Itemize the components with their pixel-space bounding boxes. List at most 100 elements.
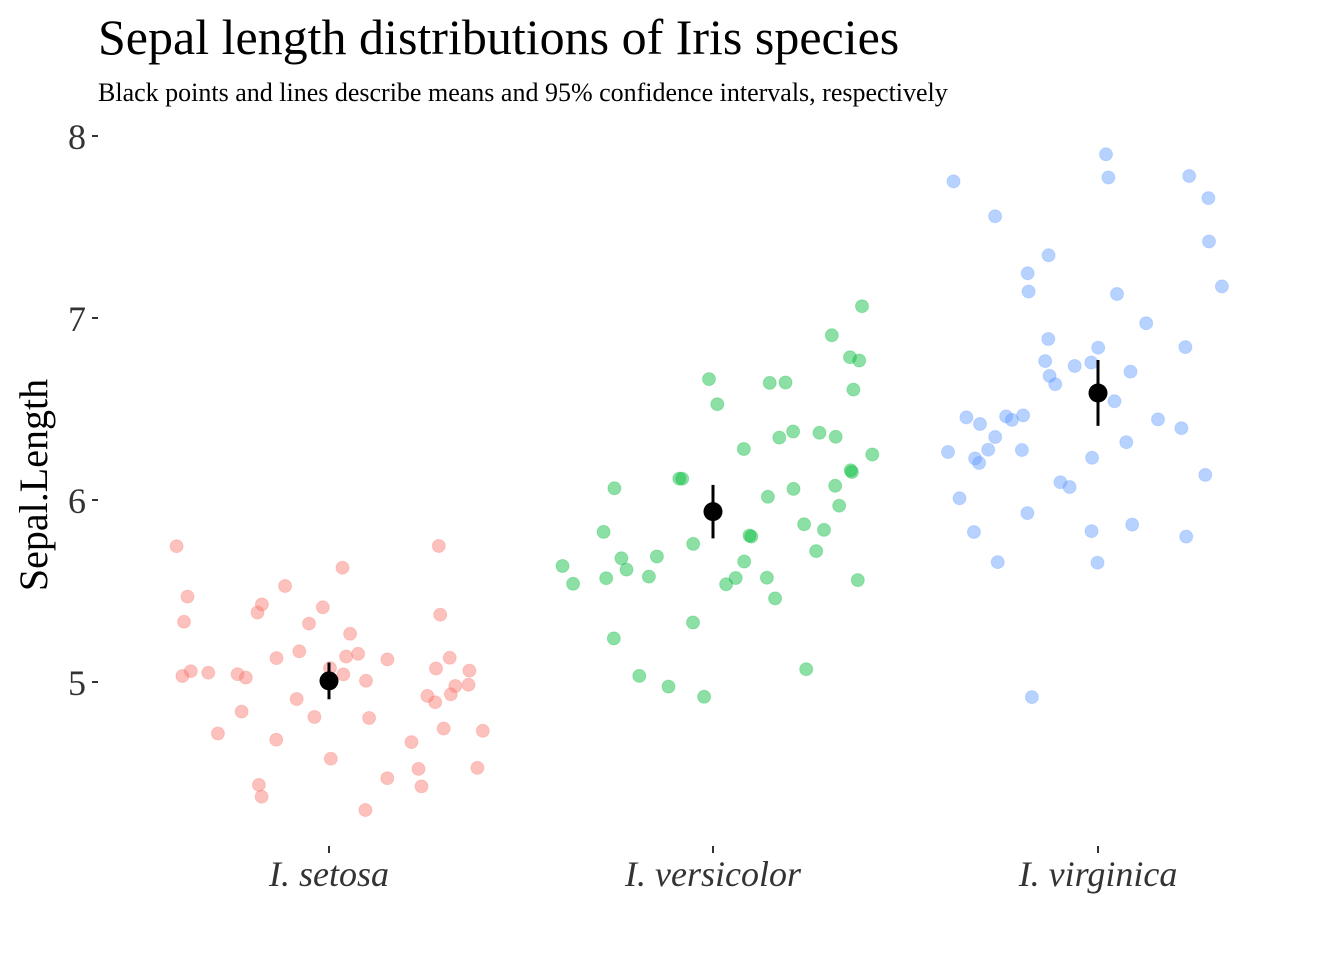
data-point bbox=[1084, 524, 1099, 539]
data-point bbox=[404, 735, 419, 750]
data-point bbox=[250, 605, 265, 620]
x-axis: I. setosa I. versicolor I. virginica bbox=[268, 846, 1177, 894]
data-point bbox=[772, 430, 787, 445]
data-point bbox=[1048, 377, 1063, 392]
data-point bbox=[210, 726, 225, 741]
data-point bbox=[1014, 443, 1029, 457]
data-point bbox=[988, 209, 1003, 224]
data-point bbox=[238, 670, 253, 685]
y-tick-label: 8 bbox=[68, 117, 86, 157]
data-point bbox=[719, 577, 734, 592]
data-point bbox=[999, 409, 1014, 424]
data-point bbox=[269, 651, 284, 666]
data-point bbox=[269, 732, 284, 747]
data-point bbox=[817, 522, 831, 537]
data-point bbox=[323, 751, 338, 766]
data-point bbox=[461, 677, 476, 692]
data-point bbox=[742, 528, 757, 543]
data-point bbox=[1139, 316, 1154, 331]
data-point bbox=[672, 471, 687, 486]
y-tick-label: 5 bbox=[68, 663, 86, 703]
data-point bbox=[606, 631, 621, 646]
data-point bbox=[760, 489, 775, 504]
data-point bbox=[959, 410, 974, 425]
data-point bbox=[1198, 467, 1213, 482]
data-point bbox=[619, 562, 634, 577]
data-point bbox=[335, 560, 350, 575]
data-point bbox=[1201, 191, 1216, 206]
data-point bbox=[1174, 421, 1189, 436]
data-point bbox=[358, 803, 373, 817]
data-point bbox=[1062, 480, 1077, 494]
y-tick-label: 7 bbox=[68, 299, 86, 339]
data-point bbox=[1020, 266, 1035, 281]
data-point bbox=[809, 544, 824, 559]
data-point bbox=[343, 626, 358, 641]
data-point bbox=[431, 539, 446, 553]
data-point bbox=[1119, 435, 1134, 450]
data-point bbox=[251, 777, 266, 792]
data-point bbox=[843, 463, 858, 478]
data-point bbox=[759, 570, 774, 585]
data-point bbox=[946, 174, 961, 189]
data-point bbox=[1090, 555, 1105, 570]
data-point bbox=[852, 353, 867, 368]
data-point bbox=[315, 600, 330, 615]
data-point bbox=[442, 650, 457, 665]
plot-points bbox=[169, 147, 1229, 817]
data-point bbox=[307, 710, 322, 724]
data-point bbox=[828, 429, 843, 444]
data-point bbox=[448, 679, 463, 693]
data-point bbox=[1125, 517, 1140, 532]
data-point bbox=[812, 425, 827, 440]
data-point bbox=[1024, 690, 1039, 705]
data-point bbox=[183, 664, 198, 679]
data-point bbox=[649, 549, 664, 564]
data-point bbox=[799, 662, 814, 677]
data-point bbox=[1004, 412, 1019, 427]
data-point bbox=[411, 761, 426, 776]
x-tick-label: I. versicolor bbox=[624, 854, 802, 894]
data-point bbox=[768, 591, 783, 606]
data-point bbox=[762, 375, 777, 390]
data-point bbox=[254, 597, 269, 612]
data-point bbox=[359, 673, 373, 688]
data-point bbox=[1021, 284, 1036, 299]
data-point bbox=[1202, 234, 1216, 249]
data-point bbox=[952, 491, 967, 506]
mean-point bbox=[1088, 383, 1108, 403]
data-point bbox=[972, 456, 987, 470]
data-point bbox=[1067, 359, 1082, 373]
data-point bbox=[201, 665, 216, 680]
data-point bbox=[339, 649, 354, 664]
data-point bbox=[686, 615, 700, 630]
data-point bbox=[1041, 248, 1056, 263]
data-point bbox=[169, 539, 184, 554]
data-point bbox=[843, 350, 857, 365]
mean-point bbox=[703, 502, 723, 522]
mean-point bbox=[319, 671, 339, 691]
data-point bbox=[968, 451, 983, 466]
data-point bbox=[254, 789, 269, 804]
data-point bbox=[824, 328, 839, 343]
data-point bbox=[234, 704, 249, 719]
data-point bbox=[429, 661, 443, 676]
data-point bbox=[596, 524, 611, 539]
data-point bbox=[1020, 506, 1035, 521]
data-point bbox=[778, 375, 793, 390]
data-point bbox=[470, 760, 485, 775]
data-point bbox=[175, 669, 190, 683]
data-point bbox=[846, 382, 861, 397]
data-point bbox=[1038, 354, 1053, 369]
data-point bbox=[289, 692, 304, 706]
data-point bbox=[614, 551, 629, 566]
data-point bbox=[599, 571, 614, 586]
data-point bbox=[292, 644, 307, 659]
data-point bbox=[641, 569, 656, 584]
x-tick-label: I. setosa bbox=[268, 854, 389, 894]
data-point bbox=[566, 576, 581, 591]
data-point bbox=[177, 614, 191, 629]
data-point bbox=[555, 559, 570, 573]
data-point bbox=[607, 481, 622, 496]
